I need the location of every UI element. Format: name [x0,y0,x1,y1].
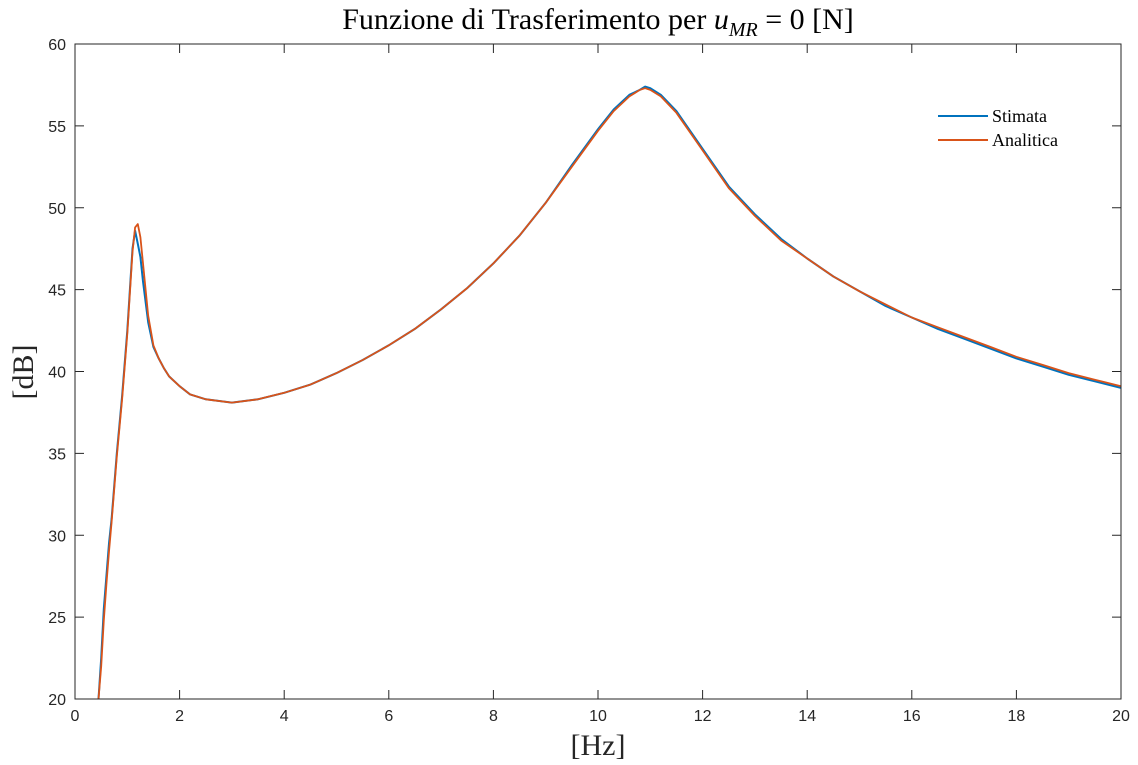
y-tick-label: 45 [48,283,66,300]
x-tick-label: 16 [903,708,921,725]
y-axis-title: [dB] [7,345,40,400]
chart-title-subscript: MR [728,19,758,41]
x-tick-label: 8 [489,708,498,725]
series-line-analitica [97,87,1122,700]
x-tick-label: 6 [384,708,393,725]
y-tick-label: 25 [48,610,66,627]
x-tick-label: 20 [1112,708,1130,725]
x-tick-label: 12 [694,708,712,725]
ticks-layer: 0 2 4 6 8 10 12 14 16 18 20 20 25 30 35 40 45 50 55 60 [48,37,1130,725]
legend: Stimata Analitica [938,106,1058,150]
series-layer [97,85,1122,700]
y-tick-label: 50 [48,201,66,218]
x-tick-label: 0 [71,708,80,725]
chart-title-variable: u [714,3,729,36]
plot-area [75,44,1121,699]
legend-label: Analitica [992,130,1058,150]
y-tick-label: 55 [48,119,66,136]
x-axis-title: [Hz] [571,729,626,762]
chart-title-prefix: Funzione di Trasferimento per [342,3,714,36]
x-tick-label: 10 [589,708,607,725]
y-tick-label: 40 [48,365,66,382]
y-tick-label: 60 [48,37,66,54]
y-tick-label: 35 [48,446,66,463]
x-tick-label: 2 [175,708,184,725]
y-tick-label: 20 [48,692,66,709]
chart-title: Funzione di Trasferimento per uMR = 0 [N… [342,3,854,41]
x-tick-label: 18 [1008,708,1026,725]
chart-title-suffix: = 0 [N] [758,3,854,36]
x-tick-label: 4 [280,708,289,725]
legend-label: Stimata [992,106,1047,126]
y-tick-label: 30 [48,528,66,545]
x-tick-label: 14 [798,708,816,725]
